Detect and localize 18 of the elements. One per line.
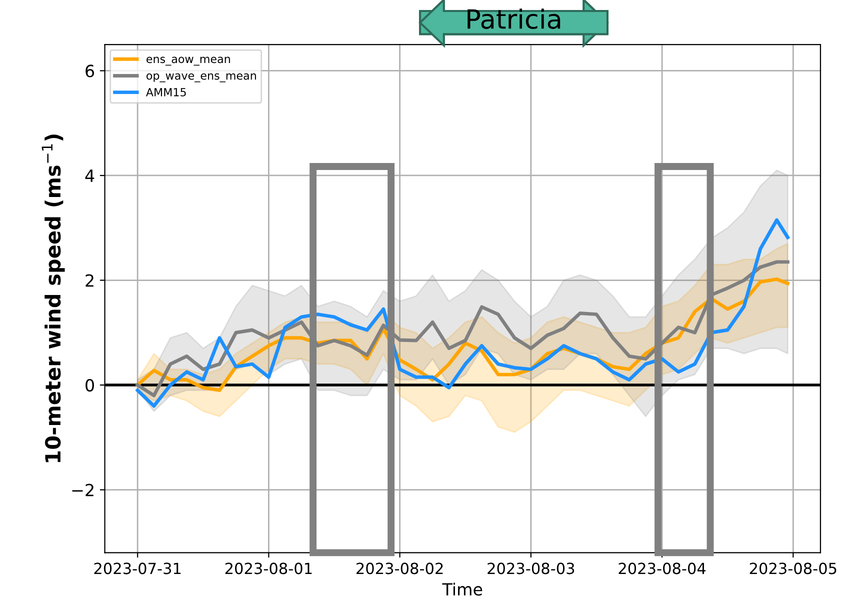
y-tick-label: 2 <box>86 274 94 287</box>
y-axis-title: 10-meter wind speed (ms$^{−1}$) <box>42 134 65 462</box>
legend-label: op_wave_ens_mean <box>146 73 256 82</box>
y-tick-label: 4 <box>85 170 94 182</box>
x-tick-label: 2023-08-02 <box>356 562 443 574</box>
legend-label: AMM15 <box>146 88 186 96</box>
x-tick-label: 2023-08-05 <box>750 562 836 574</box>
text: Patricia <box>468 8 560 30</box>
x-tick-label: 2023-08-04 <box>618 562 706 574</box>
x-axis-title: Time <box>442 582 482 596</box>
legend-label: ens_aow_mean <box>146 56 230 66</box>
y-tick-label: 6 <box>86 64 94 78</box>
x-tick-label: 2023-08-01 <box>225 562 312 574</box>
line-series <box>136 218 790 408</box>
y-tick-label: 0 <box>86 378 94 392</box>
x-tick-label: 2023-07-31 <box>94 562 181 574</box>
x-tick-label: 2023-08-03 <box>488 562 574 574</box>
y-tick-label: −2 <box>72 484 94 496</box>
